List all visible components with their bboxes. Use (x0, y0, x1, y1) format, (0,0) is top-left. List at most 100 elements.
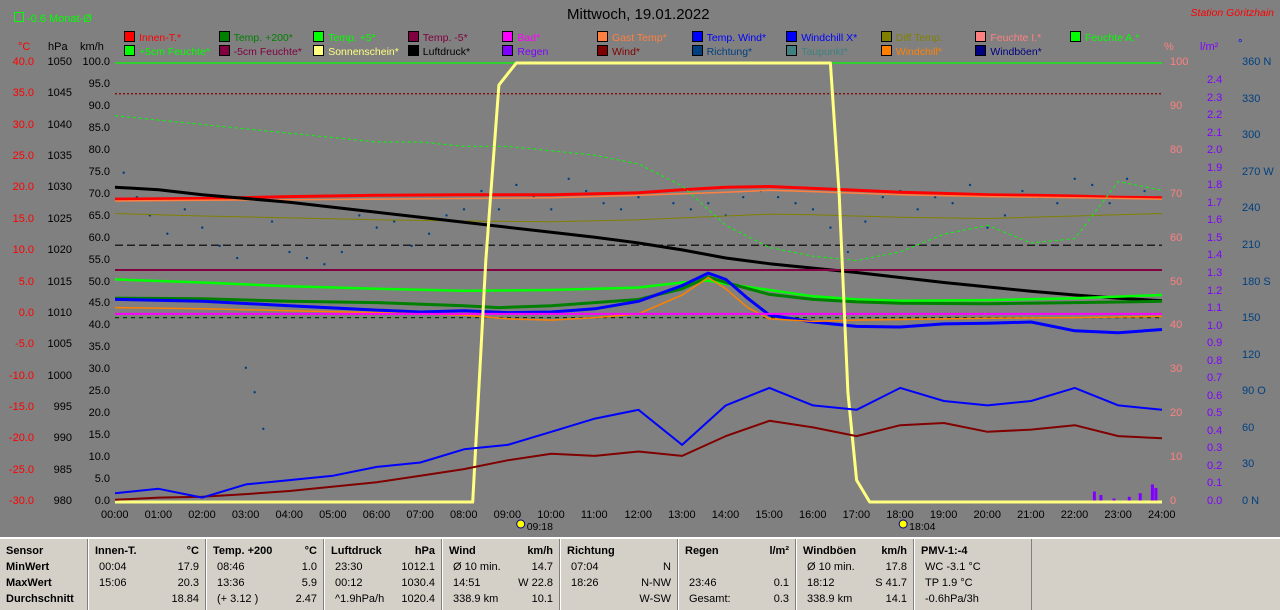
series-feuchte-a (114, 115, 1163, 261)
rain-tick-label: 2.2 (1207, 109, 1223, 122)
rain-tick-label: 0.6 (1207, 389, 1223, 402)
richtung-point (707, 202, 710, 205)
stat-cell-label: (+ 3.12 ) (217, 593, 259, 605)
stat-column-title: Richtung (567, 545, 615, 557)
legend-item: Feuchte A.* (1070, 31, 1139, 44)
x-tick-label: 02:00 (188, 509, 216, 521)
dir-tick-label: 90 O (1242, 385, 1266, 398)
kmh-tick-label: 85.0 (88, 121, 110, 134)
pct-tick-label: 10 (1170, 451, 1183, 464)
legend-item: Temp. +200* (218, 31, 293, 44)
stat-cell-value: 1020.4 (401, 593, 435, 605)
stat-column-title: Regen (685, 545, 719, 557)
kmh-tick-label: 0.0 (94, 495, 110, 507)
monat-icon (14, 12, 24, 22)
row-label-avg: Durchschnitt (6, 593, 74, 605)
series-temp-200 (114, 275, 1163, 310)
rain-tick-label: 0.2 (1207, 459, 1223, 472)
richtung-point (567, 177, 570, 181)
legend-item: Wind* (597, 45, 640, 58)
legend-label: Diff Temp. (895, 32, 943, 44)
stat-cell-label: TP 1.9 °C (925, 577, 973, 589)
rain-tick-label: 0.5 (1207, 407, 1223, 420)
richtung-point (1003, 214, 1007, 217)
rain-tick-label: 0.3 (1207, 442, 1223, 455)
temp-tick-label: -10.0 (8, 369, 34, 382)
temp-tick-label: 15.0 (12, 212, 34, 225)
kmh-tick-label: 90.0 (88, 99, 110, 112)
legend-label: Feuchte A.* (1085, 32, 1140, 44)
x-tick-label: 18:00 (886, 509, 914, 521)
temp-tick-label: 0.0 (18, 306, 34, 319)
pct-tick-label: 0 (1170, 495, 1177, 507)
legend-item: Taupunkt* (786, 45, 848, 58)
x-tick-label: 03:00 (231, 509, 260, 521)
dir-tick-label: 300 (1242, 129, 1261, 142)
x-tick-label: 19:00 (929, 509, 958, 521)
legend-item: Windböen* (975, 45, 1042, 58)
x-tick-label: 11:00 (580, 509, 608, 521)
legend-label: Gast Temp* (612, 32, 667, 44)
dir-tick-label: 120 (1242, 348, 1261, 361)
richtung-point (1143, 189, 1146, 193)
x-tick-label: 20:00 (973, 509, 1002, 521)
legend-item: Temp. +5* (313, 31, 376, 44)
rain-tick-label: 2.1 (1207, 126, 1223, 139)
stat-cell-value: 18.84 (171, 593, 199, 605)
pct-tick-label: 40 (1170, 319, 1183, 332)
kmh-tick-label: 35.0 (88, 341, 110, 354)
x-tick-label: 15:00 (755, 509, 783, 521)
x-tick-label: 08:00 (450, 509, 478, 521)
richtung-point (881, 195, 884, 199)
sunset-icon (898, 519, 908, 529)
rain-tick-label: 0.9 (1207, 337, 1223, 350)
legend-label: Temp. -5* (422, 32, 468, 44)
legend-item: Windchill X* (786, 31, 857, 44)
legend-item: Diff Temp. (880, 31, 943, 44)
legend-swatch (502, 31, 514, 42)
station-name: Station Göritzhain (1190, 7, 1274, 19)
monat-badge: -0.6 Monat-Ø (14, 12, 92, 25)
x-tick-label: 16:00 (799, 509, 827, 521)
temp-tick-label: 5.0 (18, 275, 34, 288)
stats-row-labels: Sensor MinWert MaxWert Durchschnitt (0, 539, 88, 610)
legend-swatch (124, 31, 135, 42)
series-sonnenschein (115, 61, 1162, 504)
richtung-point (201, 226, 204, 229)
temp-tick-label: -30.0 (8, 495, 34, 507)
richtung-point (951, 202, 954, 205)
stat-cell-label: 08:46 (217, 561, 245, 573)
kmh-tick-label: 15.0 (88, 429, 110, 442)
richtung-point (288, 250, 291, 254)
richtung-point (218, 244, 221, 248)
stat-cell-value: 2.47 (295, 593, 317, 605)
stat-column: Innen-T. °C 00:04 17.9 15:06 20.3 18.84 (88, 539, 206, 610)
stat-cell-label: 13:36 (217, 577, 245, 589)
hpa-tick-label: 1035 (47, 150, 72, 163)
legend-swatch (691, 31, 703, 42)
pct-tick-label: 20 (1170, 407, 1183, 420)
sunrise-icon (516, 519, 526, 529)
rain-tick-label: 1.1 (1207, 302, 1223, 315)
monat-label: -0.6 Monat-Ø (27, 13, 92, 25)
stat-cell-value: 14.7 (531, 561, 553, 573)
stat-column-unit: hPa (414, 545, 435, 557)
axis-unit-dir: ° (1238, 38, 1243, 50)
richtung-point (584, 189, 588, 193)
axis-unit-kmh: km/h (80, 41, 104, 53)
richtung-point (244, 366, 248, 370)
stat-cell-label: Ø 10 min. (453, 561, 501, 573)
stat-column-title: Temp. +200 (213, 545, 273, 557)
stat-cell-label: 18:26 (571, 577, 599, 589)
regen-bar (1154, 487, 1158, 502)
rain-tick-label: 1.7 (1207, 196, 1223, 209)
stat-cell-value: W 22.8 (518, 577, 553, 589)
richtung-point (933, 195, 937, 199)
kmh-tick-label: 10.0 (88, 451, 110, 464)
stat-column-unit: l/m² (769, 545, 789, 557)
dir-tick-label: 30 (1242, 458, 1255, 471)
dir-tick-label: 0 N (1242, 495, 1260, 507)
stat-column: PMV-1:-4 WC -3.1 °C TP 1.9 °C -0.6hPa/3h (914, 539, 1032, 610)
legend-item: Windchill* (880, 45, 942, 58)
stat-column: Windböen km/h Ø 10 min. 17.8 18:12 S 41.7 338.… (796, 539, 914, 610)
